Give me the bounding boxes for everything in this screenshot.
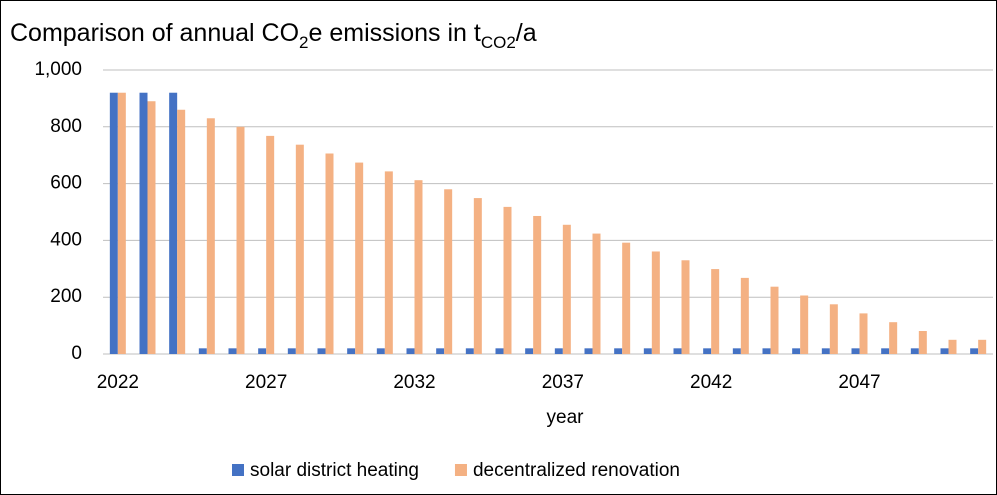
x-tick-label: 2037 [542,372,584,393]
title-subscript: CO2 [481,33,516,52]
title-subscript: 2 [299,33,308,52]
bar [562,224,571,354]
bar [444,189,453,354]
bar [347,348,356,354]
bar [287,348,296,354]
y-tick-label: 1,000 [34,59,82,80]
bar [910,348,919,354]
title-text: e emissions in t [309,19,481,47]
x-axis-label: year [547,407,585,428]
title-text: Comparison of annual CO [10,19,299,47]
bar [295,144,304,354]
legend-label: decentralized renovation [473,460,680,481]
bar [792,348,801,354]
bar [109,92,118,354]
x-tick-label: 2047 [838,372,880,393]
bar [139,92,148,354]
bar [465,348,474,354]
bar [258,348,267,354]
bar [147,101,156,355]
y-tick-label: 200 [50,286,82,307]
bar [592,233,601,354]
chart-title: Comparison of annual CO2e emissions in t… [10,19,537,52]
bar [703,348,712,354]
bar [889,322,898,354]
x-tick-label: 2022 [97,372,139,393]
bar [881,348,890,354]
bar [473,198,482,354]
x-tick-label: 2027 [245,372,287,393]
bar [266,135,275,354]
bar [198,348,207,354]
title-text: /a [516,19,537,47]
bar [970,348,979,354]
bar [228,348,237,354]
bar [711,269,720,354]
bar [414,180,423,354]
bar [851,348,860,354]
y-tick-label: 0 [71,343,82,364]
bar [948,339,957,354]
bar [622,242,631,354]
bar [859,313,868,354]
bar [503,206,512,354]
bar [918,330,927,354]
bar [614,348,623,354]
bar [355,162,364,354]
bar [978,339,987,354]
bar [236,126,245,354]
legend-label: solar district heating [250,460,419,481]
bar [651,251,660,354]
bar [800,295,809,354]
bar [681,260,690,354]
legend-swatch [454,464,467,476]
bar [384,171,393,354]
bar [117,92,126,354]
bar [169,92,178,354]
bar [940,348,949,354]
legend-swatch [232,464,244,476]
bar [673,348,682,354]
x-tick-label: 2042 [690,372,732,393]
y-tick-label: 400 [50,229,82,250]
bar [770,286,779,354]
bar [376,348,385,354]
bar [406,348,415,354]
bar [525,348,534,354]
bar [643,348,652,354]
bar [495,348,504,354]
y-tick-label: 800 [50,116,82,137]
bar [829,304,838,354]
bar [177,109,186,354]
bar [732,348,741,354]
bar [325,153,334,354]
bar [762,348,771,354]
bar [317,348,326,354]
bar [436,348,445,354]
bar [206,118,215,354]
y-tick-label: 600 [50,173,82,194]
bar [740,277,749,354]
x-tick-label: 2032 [393,372,435,393]
bar [533,215,542,354]
bar [821,348,830,354]
bar [584,348,593,354]
bar [554,348,563,354]
